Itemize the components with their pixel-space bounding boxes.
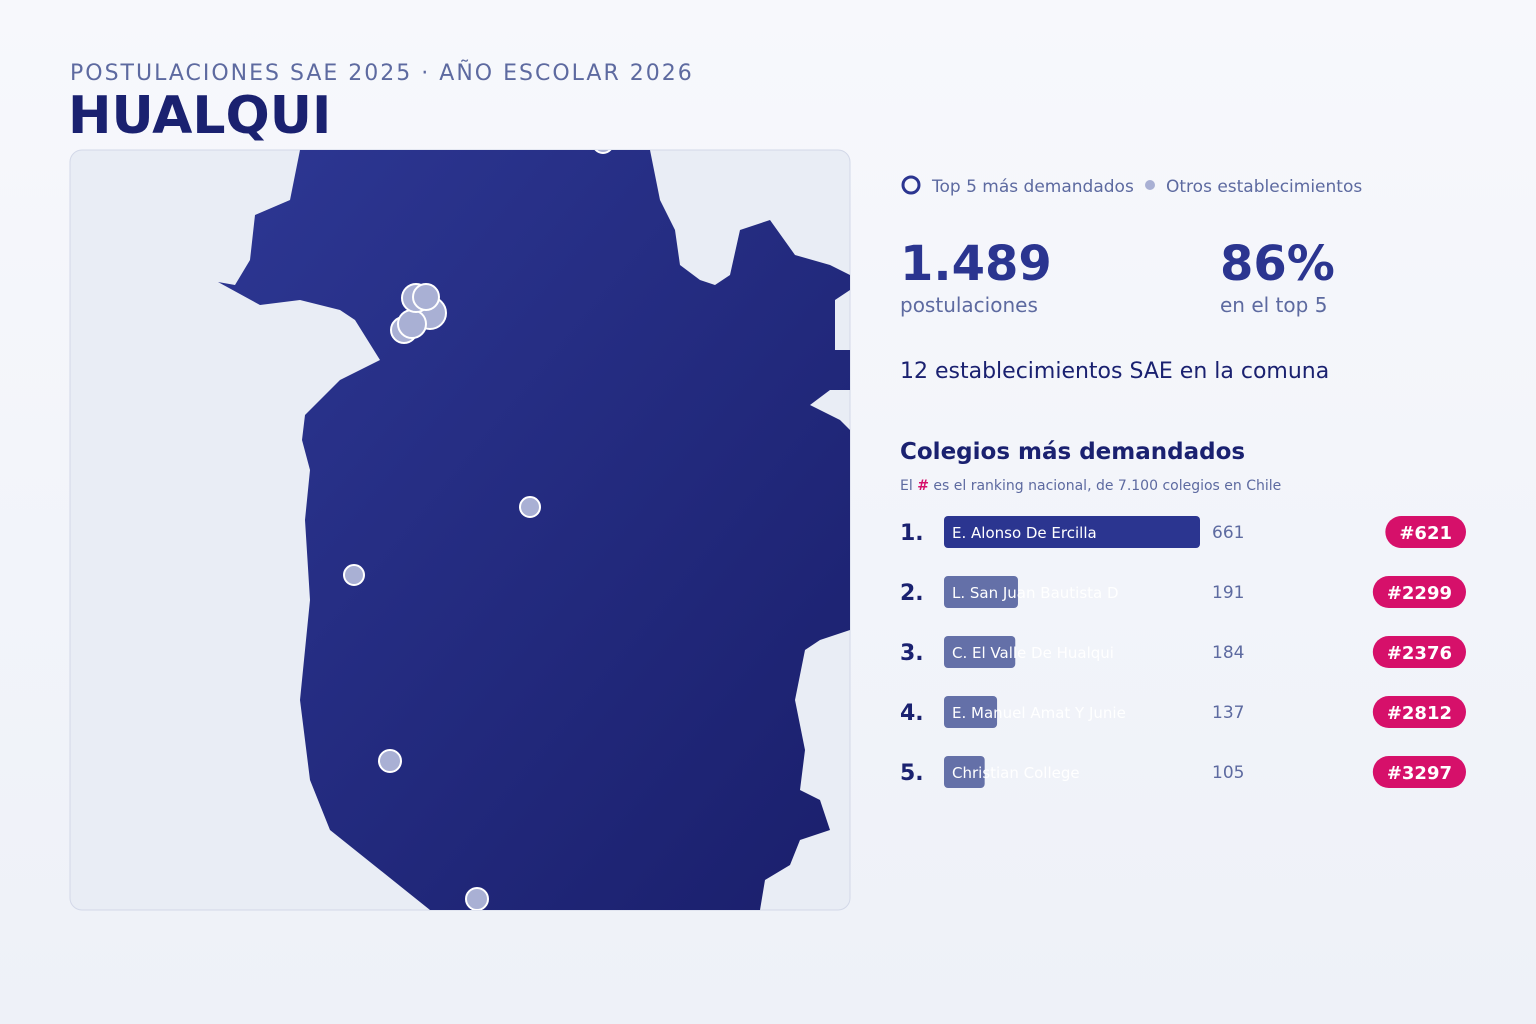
- bar: [944, 516, 1200, 548]
- value: 105: [1212, 763, 1244, 783]
- school-name: Christian College: [952, 764, 1080, 782]
- ranking-rows: 1. E. Alonso De Ercilla 661 #621 2. L. San Ju…: [900, 516, 1466, 788]
- subtitle-hash: #: [917, 478, 929, 494]
- note: 12 establecimientos SAE en la comuna: [900, 359, 1329, 384]
- rank-badge-text: #3297: [1387, 763, 1452, 784]
- rank: 4.: [900, 701, 924, 726]
- top-school-dot: [412, 283, 440, 311]
- stat-value: 1.489: [900, 236, 1052, 292]
- bar: [944, 636, 1016, 668]
- school-dot: [465, 887, 489, 910]
- school-dot: [378, 749, 402, 773]
- stat-label: en el top 5: [1220, 293, 1327, 317]
- subtitle: POSTULACIONES SAE 2025 · AÑO ESCOLAR 202…: [70, 59, 694, 86]
- school-name: L. San Juan Bautista D: [952, 584, 1119, 602]
- map: [218, 150, 850, 910]
- school-dot: [343, 564, 365, 586]
- rank: 1.: [900, 521, 924, 546]
- school-name: C. El Valle De Hualqui: [952, 644, 1114, 662]
- school-dots: [343, 150, 614, 910]
- school-dot: [592, 150, 614, 154]
- bar: [944, 756, 985, 788]
- subtitle-end: es el ranking nacional, de 7.100 colegio…: [933, 478, 1281, 494]
- legend-others: Otros establecimientos: [1166, 177, 1362, 197]
- rank-badge: [1372, 756, 1466, 788]
- stat-value: 86%: [1220, 236, 1335, 292]
- title: HUALQUI: [68, 86, 331, 146]
- bar: [944, 696, 998, 728]
- ranking-title: Colegios más demandados: [900, 439, 1245, 465]
- rank-badge: [1372, 576, 1466, 608]
- school-name: E. Alonso De Ercilla: [952, 524, 1097, 542]
- rank-badge-text: #2376: [1387, 643, 1452, 664]
- value: 191: [1212, 583, 1244, 603]
- school-dot: [519, 496, 541, 518]
- rank-badge: [1385, 516, 1466, 548]
- commune-shape: [218, 150, 850, 910]
- rank-badge-text: #2299: [1387, 583, 1452, 604]
- value: 661: [1212, 523, 1244, 543]
- bar: [944, 576, 1018, 608]
- rank: 3.: [900, 641, 924, 666]
- legend-dot: [1145, 180, 1155, 190]
- rank-badge: [1372, 636, 1466, 668]
- subtitle-start: El: [900, 478, 913, 494]
- rank: 2.: [900, 581, 924, 606]
- legend-ring: [901, 175, 921, 195]
- rank-badge-text: #621: [1399, 523, 1452, 544]
- value: 137: [1212, 703, 1244, 723]
- top-school-dot: [397, 309, 427, 339]
- value: 184: [1212, 643, 1244, 663]
- legend-top5: Top 5 más demandados: [931, 177, 1134, 197]
- stat-label: postulaciones: [900, 293, 1038, 317]
- rank-badge-text: #2812: [1387, 703, 1452, 724]
- ranking-subtitle: El # es el ranking nacional, de 7.100 co…: [900, 478, 1281, 494]
- rank-badge: [1372, 696, 1466, 728]
- school-name: E. Manuel Amat Y Junie: [952, 704, 1126, 722]
- rank: 5.: [900, 761, 924, 786]
